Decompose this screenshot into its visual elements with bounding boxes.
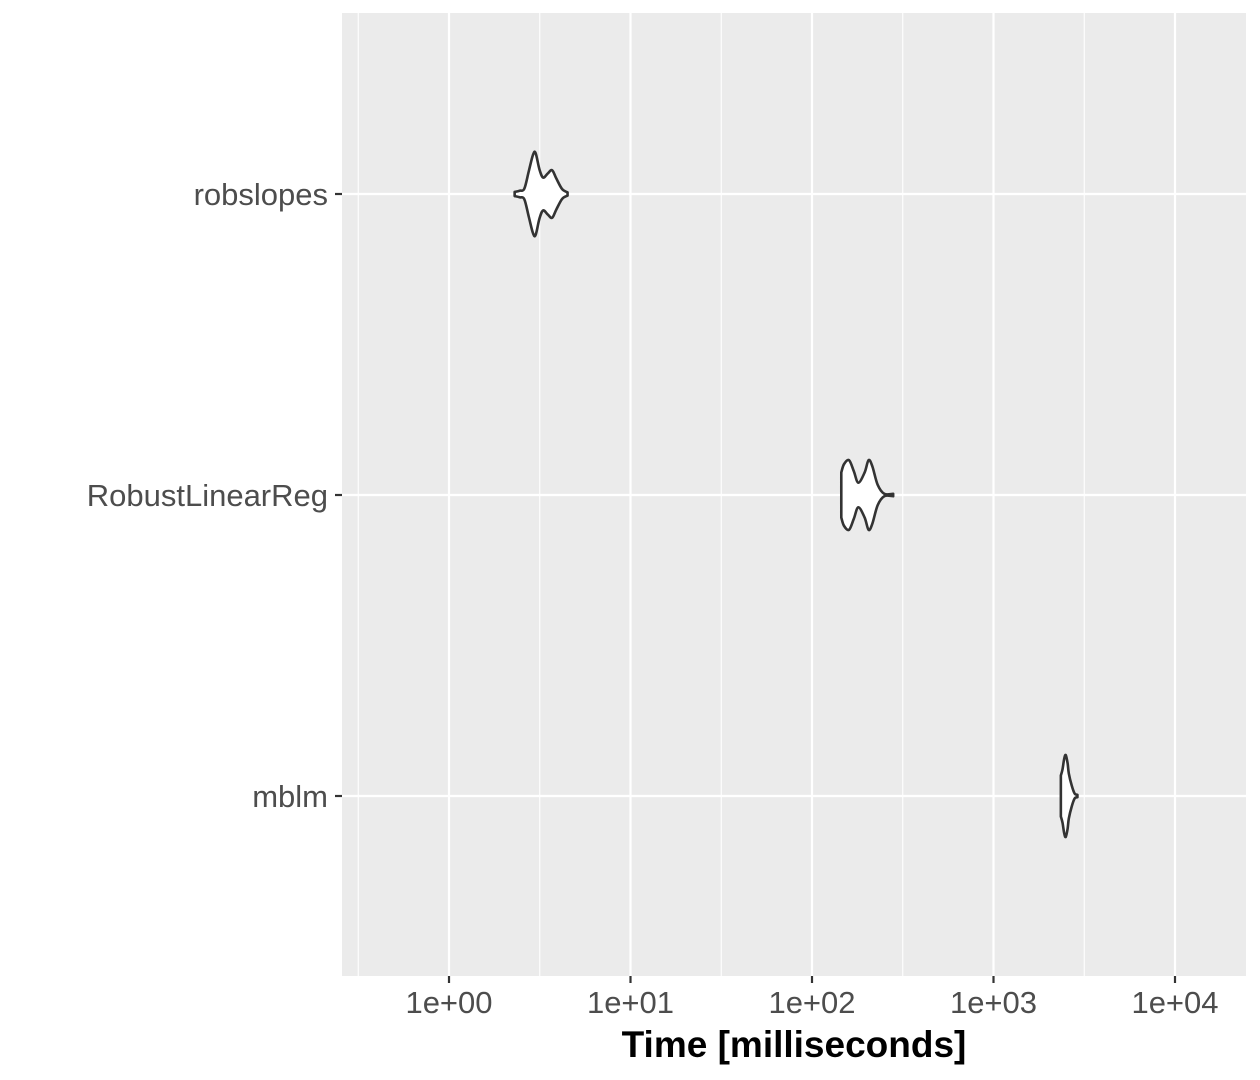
x-axis-title: Time [milliseconds] (622, 1024, 967, 1065)
x-tick-label: 1e+01 (587, 985, 674, 1020)
x-tick-label: 1e+04 (1131, 985, 1218, 1020)
y-category-label: mblm (252, 779, 328, 814)
y-axis: robslopes RobustLinearReg mblm (87, 177, 342, 814)
violin-RobustLinearReg (839, 458, 895, 532)
y-category-label: robslopes (194, 177, 328, 212)
violin-mblm (1059, 753, 1079, 839)
x-tick-label: 1e+03 (950, 985, 1037, 1020)
major-gridlines (342, 13, 1246, 976)
x-tick-label: 1e+02 (768, 985, 855, 1020)
x-tick-label: 1e+00 (405, 985, 492, 1020)
x-axis: 1e+00 1e+01 1e+02 1e+03 1e+04 (405, 976, 1219, 1020)
violins (513, 150, 1079, 839)
y-category-label: RobustLinearReg (87, 478, 328, 513)
violin-robslopes (513, 150, 569, 238)
